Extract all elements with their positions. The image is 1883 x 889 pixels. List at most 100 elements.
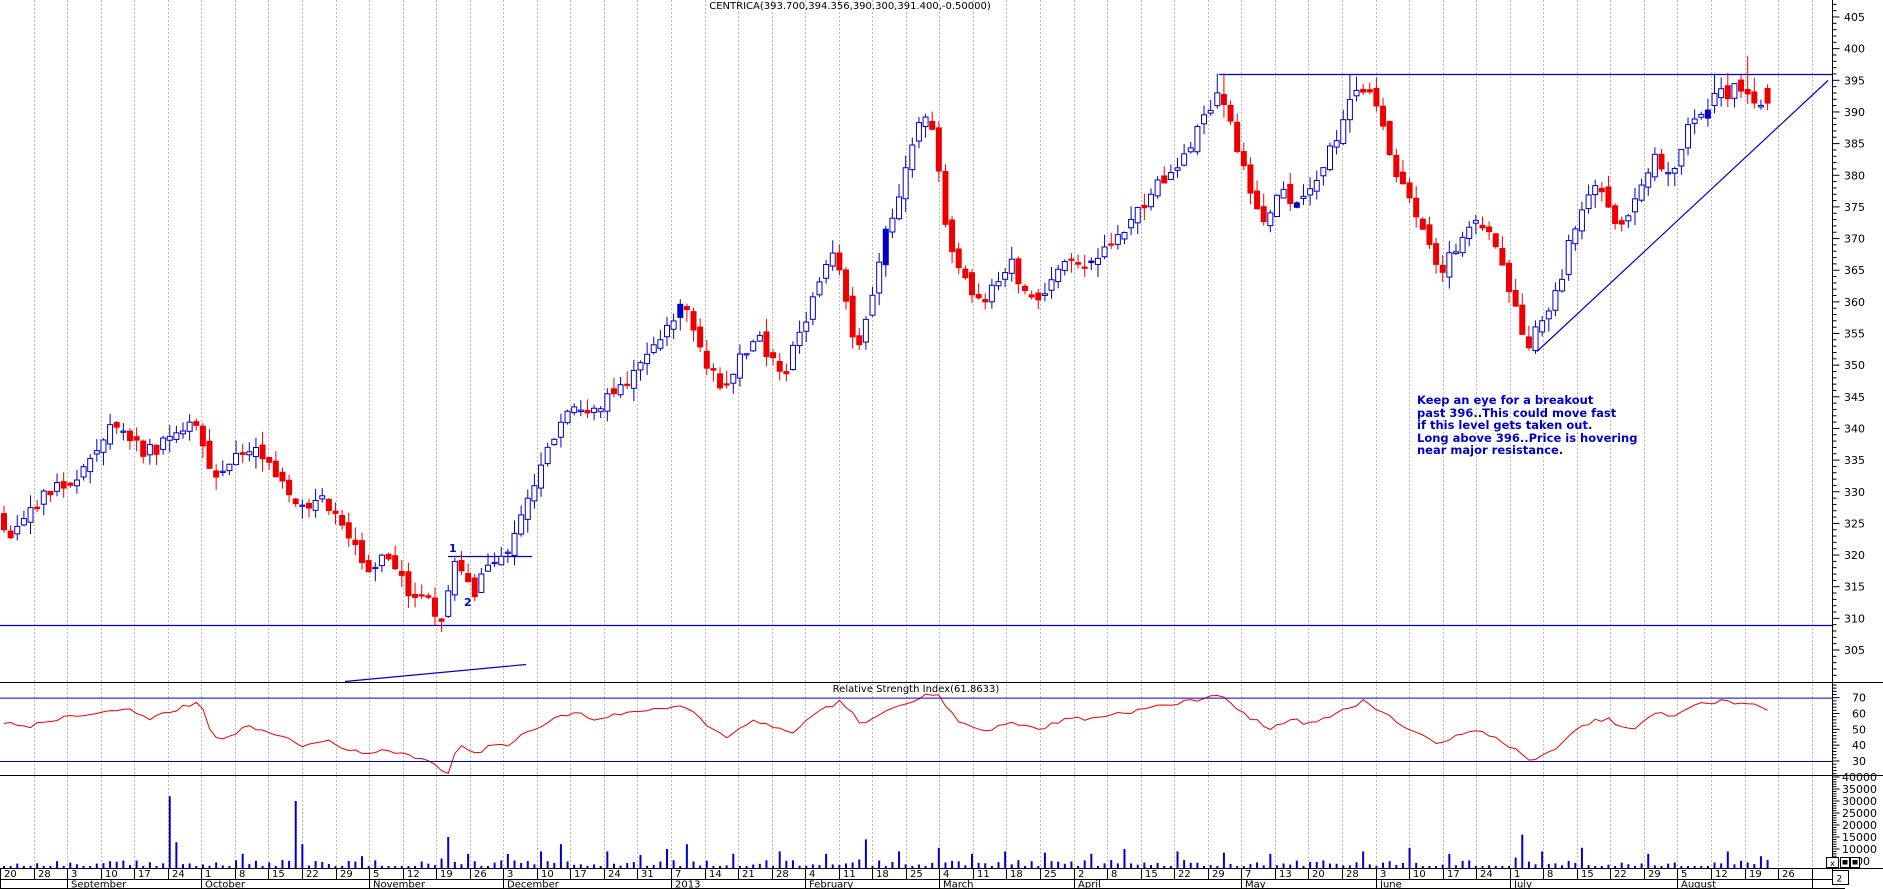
symbol-title: CENTRICA(393.700,394.356,390.300,391.400…	[709, 1, 991, 12]
svg-text:395: 395	[1844, 74, 1865, 87]
svg-text:10: 10	[105, 869, 118, 880]
svg-text:70: 70	[1852, 692, 1866, 705]
svg-text:4: 4	[943, 869, 949, 880]
svg-text:May: May	[1245, 880, 1266, 889]
svg-text:28: 28	[776, 869, 789, 880]
analyst-annotation: Keep an eye for a breakout past 396..Thi…	[1417, 394, 1637, 457]
svg-text:July: July	[1513, 880, 1532, 889]
volume-series	[3, 796, 1769, 868]
svg-text:310: 310	[1844, 612, 1865, 625]
svg-text:June: June	[1379, 880, 1402, 889]
svg-text:December: December	[507, 880, 560, 889]
svg-text:350: 350	[1844, 359, 1865, 372]
sheet-tab[interactable]: 2	[1832, 870, 1849, 885]
svg-text:15: 15	[272, 869, 285, 880]
svg-text:November: November	[373, 880, 426, 889]
svg-text:335: 335	[1844, 454, 1865, 467]
svg-text:20000: 20000	[1842, 819, 1877, 832]
svg-text:1: 1	[205, 869, 211, 880]
svg-text:29: 29	[1648, 869, 1661, 880]
svg-text:18: 18	[1010, 869, 1023, 880]
svg-text:17: 17	[574, 869, 587, 880]
svg-text:35000: 35000	[1842, 783, 1877, 796]
annotation-line: if this level gets taken out.	[1417, 418, 1593, 433]
svg-text:400: 400	[1844, 43, 1865, 56]
svg-text:10: 10	[541, 869, 554, 880]
svg-text:28: 28	[1346, 869, 1359, 880]
svg-text:29: 29	[340, 869, 353, 880]
svg-text:18: 18	[876, 869, 889, 880]
svg-text:10000: 10000	[1842, 843, 1877, 856]
svg-text:4: 4	[809, 869, 815, 880]
svg-text:April: April	[1078, 880, 1101, 889]
minor-trendline	[344, 663, 527, 683]
window-button[interactable]	[1840, 857, 1850, 868]
svg-text:3: 3	[1380, 869, 1386, 880]
svg-text:13: 13	[1279, 869, 1292, 880]
svg-text:305: 305	[1844, 644, 1865, 657]
svg-text:2: 2	[1837, 875, 1843, 885]
svg-text:March: March	[943, 880, 973, 889]
volume-axis: 400003500030000250002000015000100005000	[1832, 771, 1877, 868]
svg-text:17: 17	[1447, 869, 1460, 880]
svg-text:11: 11	[843, 869, 856, 880]
svg-text:330: 330	[1844, 486, 1865, 499]
svg-text:50: 50	[1852, 723, 1866, 736]
svg-text:8: 8	[1547, 869, 1553, 880]
rsi-axis: 70 60 50 40 30	[1832, 684, 1866, 775]
svg-text:26: 26	[474, 869, 487, 880]
annotation-line: near major resistance.	[1417, 443, 1564, 458]
svg-text:14: 14	[709, 869, 722, 880]
svg-text:26: 26	[1782, 869, 1795, 880]
svg-text:355: 355	[1844, 328, 1865, 341]
svg-text:15: 15	[1581, 869, 1594, 880]
svg-text:24: 24	[608, 869, 621, 880]
annotation-line: Long above 396..Price is hovering	[1417, 430, 1638, 445]
svg-text:August: August	[1681, 880, 1716, 889]
svg-text:375: 375	[1844, 201, 1865, 214]
svg-text:22: 22	[306, 869, 319, 880]
svg-text:5: 5	[1681, 869, 1687, 880]
svg-text:22: 22	[1614, 869, 1627, 880]
annotation-line: Keep an eye for a breakout	[1417, 393, 1594, 407]
svg-text:25: 25	[910, 869, 923, 880]
svg-text:380: 380	[1844, 169, 1865, 182]
window-button[interactable]	[1850, 857, 1860, 868]
svg-text:24: 24	[172, 869, 185, 880]
svg-text:8: 8	[1111, 869, 1117, 880]
svg-text:2013: 2013	[675, 880, 700, 889]
svg-text:8: 8	[239, 869, 245, 880]
svg-text:21: 21	[742, 869, 755, 880]
svg-text:40000: 40000	[1842, 771, 1877, 784]
svg-text:325: 325	[1844, 517, 1865, 530]
wave-label-1: 1	[449, 542, 457, 555]
price-axis: 405 400 395 390 385 380 375 370 365 360 355 350 345 3…	[1832, 3, 1865, 676]
svg-text:31: 31	[641, 869, 654, 880]
svg-text:390: 390	[1844, 106, 1865, 119]
svg-text:370: 370	[1844, 233, 1865, 246]
rsi-series	[3, 693, 1768, 775]
svg-text:7: 7	[675, 869, 681, 880]
ascending-trendline	[1536, 80, 1829, 352]
close-button[interactable]: x	[1826, 857, 1839, 869]
svg-text:10: 10	[1413, 869, 1426, 880]
svg-text:2: 2	[1078, 869, 1084, 880]
annotation-line: past 396..This could move fast	[1417, 405, 1617, 420]
svg-text:11: 11	[977, 869, 990, 880]
svg-text:22: 22	[1178, 869, 1191, 880]
svg-text:365: 365	[1844, 264, 1865, 277]
svg-text:25000: 25000	[1842, 807, 1877, 820]
svg-text:19: 19	[1749, 869, 1762, 880]
svg-text:385: 385	[1844, 138, 1865, 151]
svg-text:320: 320	[1844, 549, 1865, 562]
svg-text:24: 24	[1480, 869, 1493, 880]
candlestick-series	[1, 56, 1771, 633]
drawn-lines	[0, 73, 1832, 683]
chart-tab-controls: x2	[1826, 857, 1860, 885]
svg-text:October: October	[205, 880, 246, 889]
svg-text:17: 17	[138, 869, 151, 880]
svg-text:February: February	[809, 880, 853, 889]
